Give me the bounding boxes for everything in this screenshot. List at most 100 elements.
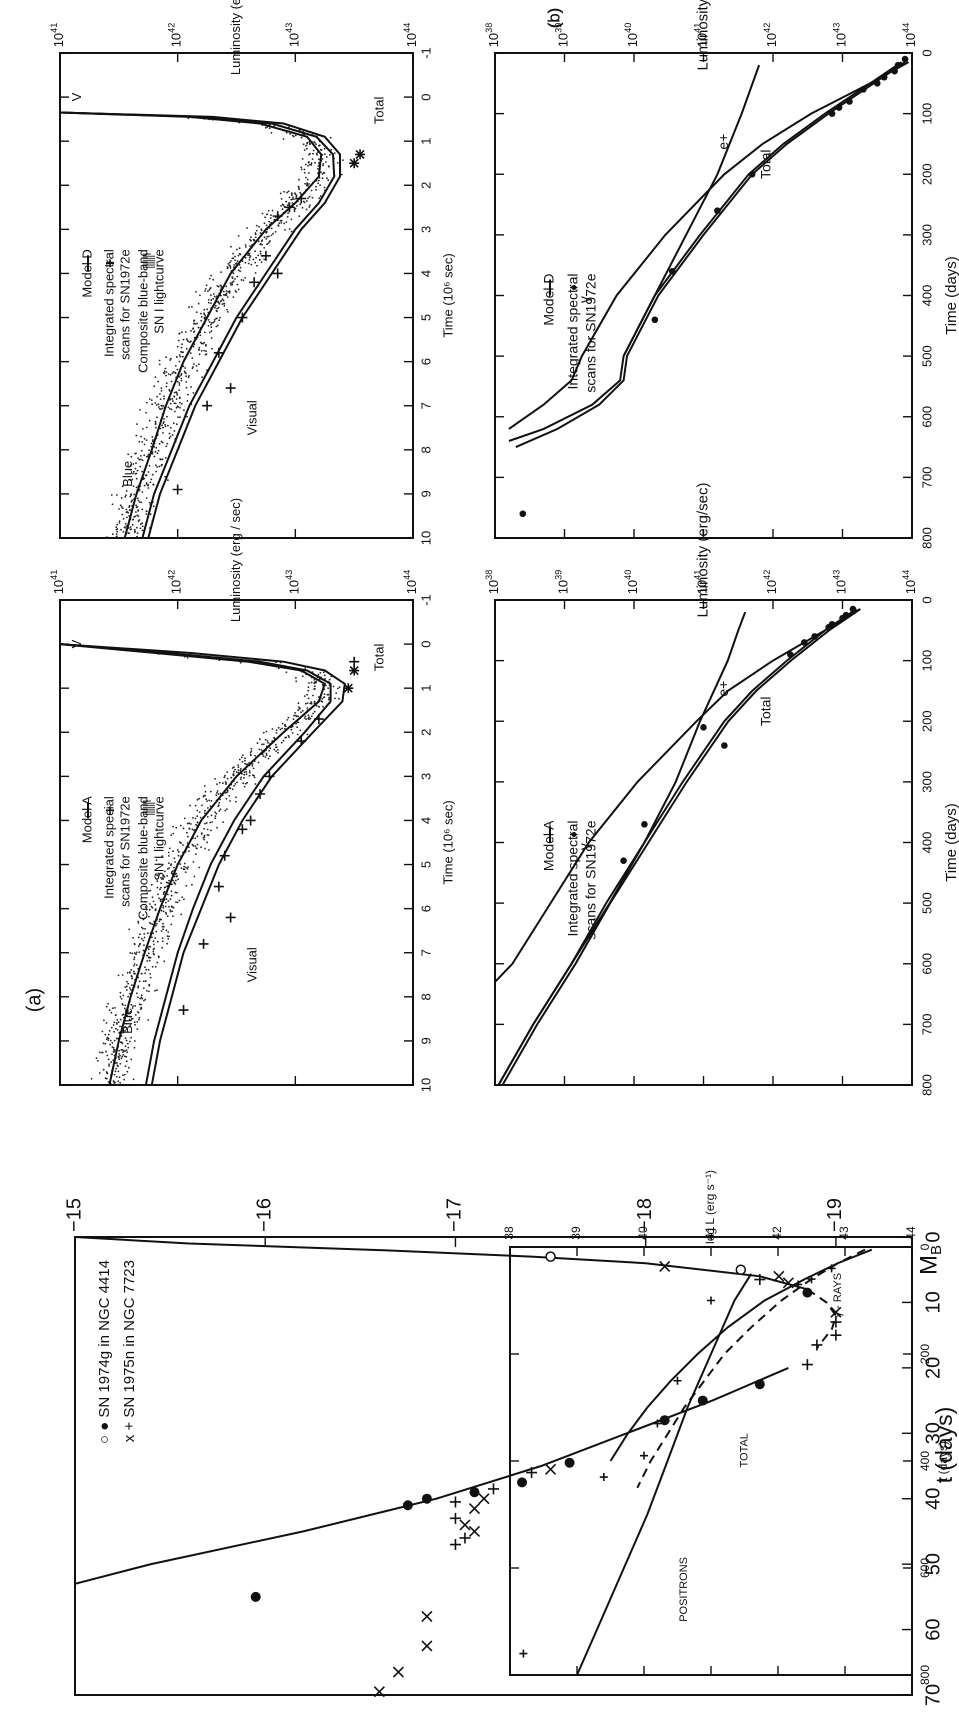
scatter-dot: [184, 331, 187, 333]
scatter-dot: [137, 996, 139, 999]
x-tick-label: 700: [919, 467, 934, 489]
scatter-dot: [250, 236, 252, 239]
scatter-dot: [111, 1046, 114, 1048]
data-point-s1-0: [545, 1251, 556, 1262]
scatter-dot: [165, 374, 167, 377]
scatter-dot: [232, 280, 235, 283]
y-tick-label-exp: 38: [484, 570, 494, 580]
scatter-dot: [192, 327, 195, 330]
scatter-dot: [131, 1007, 134, 1009]
scatter-dot: [153, 455, 156, 458]
y-tick-label-exp: 42: [762, 23, 772, 33]
scatter-dot: [325, 684, 327, 687]
y-tick-label: 1042: [762, 23, 779, 48]
scatter-dot: [155, 930, 158, 933]
data-point-s0-3: [659, 1415, 670, 1426]
y-axis-label-sub: B: [928, 1245, 945, 1255]
scatter-dot: [175, 406, 178, 409]
scatter-dot: [127, 1042, 129, 1045]
scatter-dot: [162, 371, 165, 374]
scatter-dot: [244, 244, 247, 246]
scatter-dot: [130, 500, 133, 503]
data-point-s0-4: [564, 1457, 575, 1468]
scatter-dot: [138, 1018, 140, 1021]
scatter-dot: [290, 230, 293, 233]
scatter-dot: [115, 533, 118, 535]
annotation-positron: e+: [715, 134, 731, 150]
scatter-dot: [115, 1037, 118, 1040]
scatter-dot: [102, 1068, 105, 1071]
scatter-dot: [190, 340, 192, 343]
y-tick-label: −18: [634, 1198, 656, 1232]
scatter-dot: [142, 927, 144, 930]
y-tick-label-base: 10: [834, 33, 849, 47]
scatter-dot: [211, 821, 214, 823]
scatter-dot: [118, 520, 121, 522]
legend-dot-swatch: [147, 257, 149, 260]
scatter-dot: [310, 164, 313, 166]
scatter-dot: [177, 339, 180, 342]
scatter-dot: [193, 363, 195, 365]
scatter-dot: [163, 395, 166, 398]
scatter-dot: [200, 349, 203, 352]
scatter-dot: [260, 229, 263, 232]
scatter-dot: [324, 153, 326, 156]
scatter-dot: [280, 205, 282, 207]
y-tick-label-base: 10: [486, 580, 501, 594]
y-tick-label-exp: 44: [901, 23, 911, 33]
scatter-dot: [129, 1010, 132, 1013]
scatter-dot: [193, 829, 195, 832]
legend-entry-3a: Composite blue-band: [135, 249, 150, 373]
scatter-dot: [301, 709, 304, 712]
scatter-dot: [294, 134, 297, 137]
scatter-dot: [178, 360, 181, 363]
scatter-dot: [220, 294, 222, 297]
scatter-dot: [265, 752, 268, 755]
scatter-dot: [251, 774, 254, 777]
scatter-dot: [312, 152, 314, 155]
legend-entry-2a: Integrated special: [101, 796, 116, 899]
x-tick-label: 300: [919, 224, 934, 246]
scatter-dot: [279, 219, 282, 222]
scatter-dot: [146, 892, 149, 895]
scatter-dot: [245, 773, 248, 776]
scatter-dot: [106, 1072, 109, 1075]
scatter-dot: [264, 756, 267, 758]
scatter-dot: [158, 363, 161, 366]
scatter-dot: [293, 192, 296, 195]
scatter-dot: [206, 841, 209, 844]
scatter-dot: [154, 909, 157, 912]
x-tick-label: 800: [919, 1074, 934, 1096]
scatter-dot: [198, 811, 201, 813]
scatter-dot: [170, 905, 173, 908]
scatter-dot: [320, 149, 323, 152]
scatter-dot: [189, 804, 191, 807]
legend-dot-swatch: [149, 800, 151, 802]
scatter-dot: [322, 671, 325, 674]
scatter-dot: [198, 866, 201, 869]
x-tick-label: 500: [919, 345, 934, 367]
scatter-dot: [225, 783, 227, 785]
scatter-dot: [249, 238, 251, 241]
data-point-s3-3: [811, 1339, 823, 1351]
scatter-dot: [173, 395, 176, 398]
scatter-dot: [315, 704, 318, 707]
scatter-dot: [305, 176, 307, 179]
scatter-dot: [124, 496, 127, 498]
annotation-positron: e+: [715, 681, 731, 697]
legend-dot-swatch: [145, 806, 147, 809]
scatter-dot: [210, 337, 213, 339]
scatter-dot: [135, 964, 138, 966]
scatter-dot: [184, 871, 187, 874]
scatter-dot: [315, 152, 318, 155]
scatter-dot: [214, 817, 217, 820]
curve-total-2: [501, 608, 861, 1086]
scatter-dot: [284, 736, 287, 739]
scatter-dot: [130, 1036, 133, 1039]
scatter-dot: [126, 1070, 129, 1073]
plot-frame: [59, 599, 414, 1086]
scatter-dot: [267, 210, 270, 212]
scatter-dot: [319, 672, 322, 674]
scatter-dot: [181, 351, 184, 354]
scatter-dot: [124, 1037, 127, 1039]
